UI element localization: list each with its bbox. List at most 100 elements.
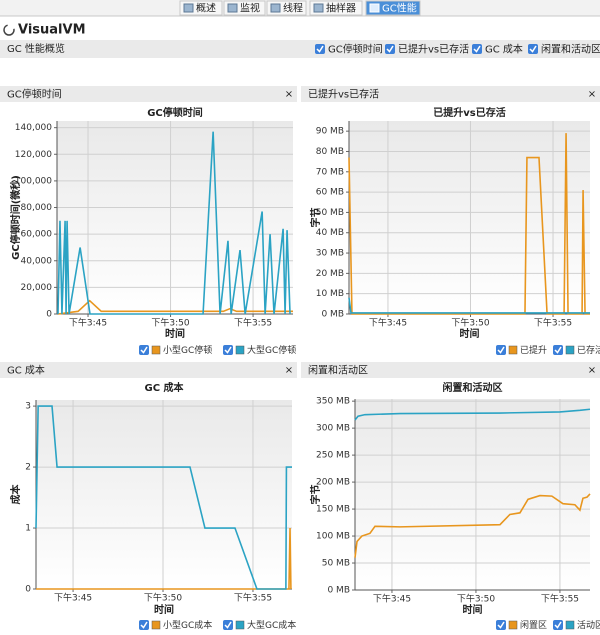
legend-label: 闲置区: [520, 620, 547, 631]
x-tick-label: 下午3:50: [457, 593, 495, 605]
y-tick-label: 20,000: [21, 283, 53, 293]
y-tick-label: 0 MB: [327, 586, 350, 596]
x-axis-label: 时间: [460, 327, 480, 340]
section-toggle[interactable]: [472, 44, 482, 54]
panel-close[interactable]: ×: [285, 365, 293, 376]
checkbox-check: [140, 621, 148, 629]
panel-title: 闲置和活动区: [308, 364, 368, 377]
y-tick-label: 10 MB: [316, 289, 344, 299]
checkbox-box: [223, 620, 233, 630]
legend-toggle[interactable]: [496, 620, 506, 630]
x-tick-label: 下午3:55: [534, 317, 572, 329]
legend-toggle[interactable]: [553, 345, 563, 355]
legend-label: 已提升: [520, 345, 547, 356]
panel-header: [301, 86, 600, 102]
checkbox-box: [528, 44, 538, 54]
y-tick-label: 150 MB: [316, 505, 350, 515]
legend-label: 活动区: [577, 619, 600, 631]
y-tick-label: 250 MB: [316, 451, 350, 461]
tab-icon: [227, 3, 238, 13]
panel-close[interactable]: ×: [588, 89, 596, 100]
checkbox-box: [472, 44, 482, 54]
legend-toggle[interactable]: [139, 620, 149, 630]
series-line: [354, 408, 591, 421]
section-toggles: GC停顿时间 已提升vs已存活 GC 成本 闲置和活动区: [315, 43, 600, 56]
series-line: [36, 528, 292, 590]
checkbox-check: [224, 621, 232, 629]
y-tick-label: 50 MB: [316, 208, 344, 218]
y-tick-label: 0: [46, 310, 52, 320]
legend-toggle[interactable]: [553, 620, 563, 630]
legend-toggle[interactable]: [223, 620, 233, 630]
y-tick-label: 100,000: [15, 176, 52, 186]
y-axis-label: GC停顿时间(微秒): [9, 175, 22, 260]
app-icon: [3, 24, 15, 36]
legend-toggle[interactable]: [223, 345, 233, 355]
x-tick-label: 下午3:55: [541, 593, 579, 605]
chart-panel: 已提升vs已存活 × 已提升vs已存活 0 MB 10 MB 20 MB 30 MB 40 M…: [301, 86, 600, 356]
checkbox-check: [554, 621, 562, 629]
checkbox-box: [385, 44, 395, 54]
y-tick-label: 60 MB: [316, 188, 344, 198]
tab-label: GC性能: [382, 2, 417, 15]
legend-label: 小型GC停顿: [163, 344, 212, 356]
legend-swatch: [235, 345, 245, 355]
chart-title: 闲置和活动区: [443, 381, 503, 394]
tab[interactable]: 监视: [223, 0, 266, 16]
section-toggle[interactable]: [385, 44, 395, 54]
chart-title: GC 成本: [144, 381, 184, 394]
legend-swatch: [508, 620, 518, 630]
y-tick-label: 350 MB: [316, 397, 350, 407]
tabs: 概述 监视 线程 抽样器 GC性能: [179, 0, 421, 16]
charts: GC停顿时间 ×GC停顿时间020,00040,00060,00080,00010…: [0, 86, 600, 631]
plot-area: [355, 399, 590, 590]
tab[interactable]: GC性能: [365, 0, 421, 16]
section-header: [0, 40, 600, 58]
legend-swatch: [565, 620, 575, 630]
legend-toggle[interactable]: [496, 345, 506, 355]
panel-header: [0, 86, 297, 102]
section-toggle[interactable]: [528, 44, 538, 54]
x-axis-label: 时间: [154, 603, 174, 616]
legend-swatch: [508, 345, 518, 355]
legend-swatch: [235, 620, 245, 630]
x-tick-label: 下午3:45: [69, 317, 107, 329]
y-tick-label: 2: [25, 463, 31, 473]
checkbox-check: [316, 45, 324, 53]
y-tick-label: 120,000: [15, 150, 52, 160]
chart-panel: 闲置和活动区 × 闲置和活动区 0 MB 50 MB 100 MB 150 MB 200 MB…: [301, 362, 600, 631]
tab[interactable]: 抽样器: [309, 0, 363, 16]
tab-label: 概述: [196, 2, 216, 15]
section-toggle[interactable]: [315, 44, 325, 54]
checkbox-check: [554, 346, 562, 354]
checkbox-check: [224, 346, 232, 354]
tab[interactable]: 线程: [266, 0, 307, 16]
y-axis-label: 字节: [309, 485, 322, 505]
legend-label: 大型GC停顿: [247, 344, 296, 356]
panel-header: [0, 362, 297, 378]
tab-label: 抽样器: [326, 2, 356, 15]
tab-label: 线程: [283, 2, 303, 15]
checkbox-box: [139, 345, 149, 355]
legend-label: 已存活: [577, 344, 600, 356]
panel-title: 已提升vs已存活: [308, 88, 379, 101]
panel-header: [301, 362, 600, 378]
series-line: [354, 493, 591, 558]
checkbox-box: [496, 620, 506, 630]
section-title: GC 性能概览: [7, 42, 65, 55]
series-line: [35, 405, 292, 590]
y-tick-label: 80,000: [21, 203, 53, 213]
y-tick-label: 200 MB: [316, 478, 350, 488]
legend-toggle[interactable]: [139, 345, 149, 355]
tab[interactable]: 概述: [179, 0, 223, 16]
checkbox-check: [529, 45, 537, 53]
y-tick-label: 90 MB: [316, 127, 344, 137]
panel-close[interactable]: ×: [285, 89, 293, 100]
checkbox-check: [386, 45, 394, 53]
checkbox-check: [473, 45, 481, 53]
checkbox-box: [315, 44, 325, 54]
y-tick-label: 140,000: [15, 123, 52, 133]
app-title: VisualVM: [18, 23, 86, 38]
y-tick-label: 0: [25, 585, 31, 595]
panel-close[interactable]: ×: [588, 365, 596, 376]
